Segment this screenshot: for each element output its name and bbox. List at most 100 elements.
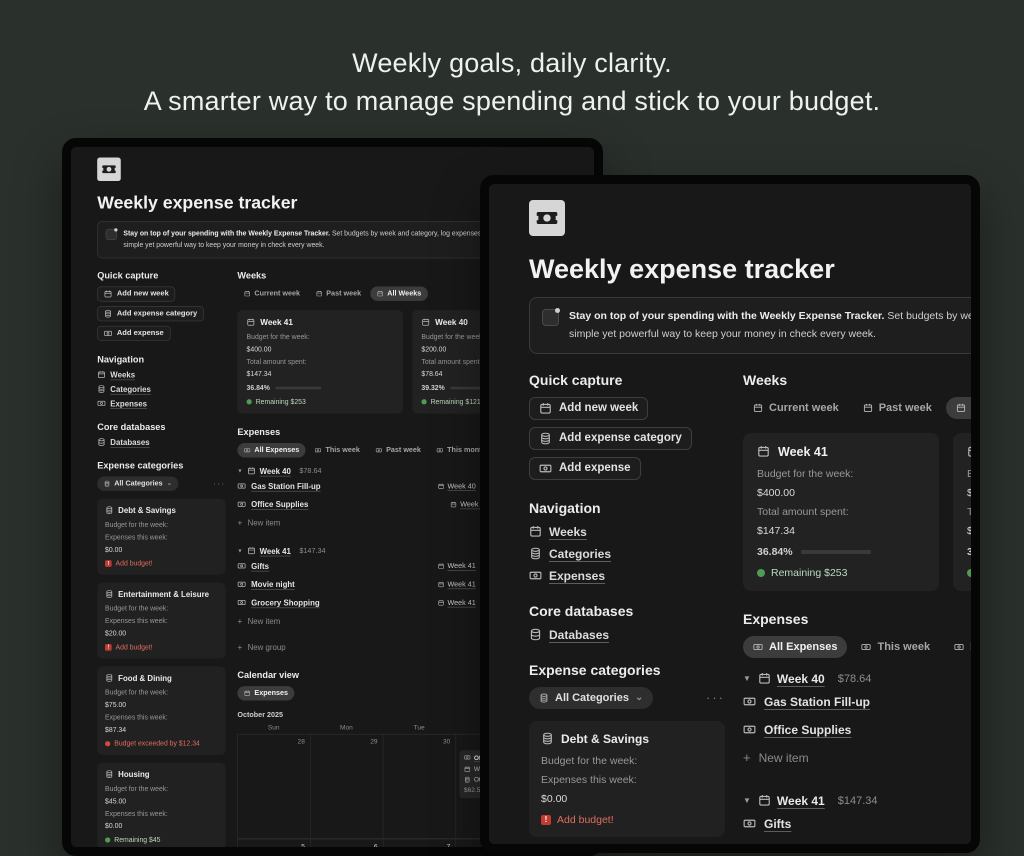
add-new-week-button[interactable]: Add new week xyxy=(97,286,176,302)
tab-current-week[interactable]: Current week xyxy=(237,286,306,300)
calendar-icon xyxy=(529,525,542,538)
expenses-value: $20.00 xyxy=(105,629,127,638)
database-icon xyxy=(529,628,542,641)
calendar-icon xyxy=(758,672,771,685)
week-relation-link[interactable]: Week 40 xyxy=(438,482,476,490)
week-relation-link[interactable]: Week 40 xyxy=(450,501,489,508)
more-menu-icon[interactable]: ··· xyxy=(706,690,725,706)
budget-label: Budget for the week: xyxy=(421,332,485,341)
expenses-value: $87.34 xyxy=(105,725,127,734)
week-relation-link[interactable]: Week 41 xyxy=(438,599,476,607)
coins-icon xyxy=(97,385,106,394)
expense-row-gifts[interactable]: Gifts Week 41 Miscellaneous xyxy=(743,810,971,838)
new-item-button[interactable]: + New item xyxy=(237,616,281,626)
calendar-icon xyxy=(97,371,106,380)
green-dot-icon xyxy=(246,399,252,405)
collapse-toggle-icon[interactable]: ▼ xyxy=(743,674,751,684)
add-expense-category-button[interactable]: Add expense category xyxy=(529,426,692,450)
expense-title: Gifts xyxy=(251,561,270,571)
collapse-toggle-icon[interactable]: ▼ xyxy=(743,796,751,806)
nav-link-databases[interactable]: Databases xyxy=(529,628,725,642)
coins-icon xyxy=(539,693,549,703)
spent-value: $147.34 xyxy=(757,524,795,537)
add-expense-category-button[interactable]: Add expense category xyxy=(97,306,204,322)
group-total: $147.34 xyxy=(837,794,878,807)
week-card-41[interactable]: Week 41 Budget for the week: $400.00 Tot… xyxy=(237,309,404,414)
group-total: $147.34 xyxy=(299,547,326,555)
nav-label: Weeks xyxy=(549,524,587,539)
calendar-icon xyxy=(421,318,430,327)
budget-label: Budget for the week: xyxy=(105,520,169,529)
new-item-button[interactable]: + New item xyxy=(237,517,281,528)
nav-label: Databases xyxy=(110,437,150,447)
expense-row-movie-night[interactable]: Movie night Week 41 Entertainment & Leis… xyxy=(743,838,971,844)
add-expense-button[interactable]: Add expense xyxy=(529,456,641,480)
week-relation-link[interactable]: Week 41 xyxy=(438,580,476,588)
week-card-40[interactable]: Week 40 Budget for the week: $200.00 Tot… xyxy=(953,432,980,591)
chevron-down-icon: ⌄ xyxy=(166,479,173,488)
group-week-link[interactable]: Week 41 xyxy=(758,794,825,808)
tab-this-month[interactable]: This month xyxy=(430,443,492,457)
nav-link-weeks[interactable]: Weeks xyxy=(529,525,725,539)
new-group-button[interactable]: + New group xyxy=(237,642,286,653)
group-week-link[interactable]: Week 40 xyxy=(758,672,825,686)
tab-calendar-expenses[interactable]: Expenses xyxy=(237,685,295,701)
category-card-entertainment[interactable]: Entertainment & Leisure Budget for the w… xyxy=(97,582,226,659)
tab-all-weeks[interactable]: All Weeks xyxy=(370,286,428,301)
category-card-debt-savings[interactable]: Debt & Savings Budget for the week: Expe… xyxy=(529,720,725,837)
coins-icon xyxy=(464,777,471,784)
budget-label: Budget for the week: xyxy=(967,467,980,480)
nav-link-categories[interactable]: Categories xyxy=(529,547,725,561)
nav-link-weeks[interactable]: Weeks xyxy=(97,370,225,379)
button-label: Add new week xyxy=(116,289,169,298)
nav-link-categories[interactable]: Categories xyxy=(97,385,225,394)
tab-past-week-expenses[interactable]: Past week xyxy=(369,443,427,457)
budget-label: Budget for the week: xyxy=(105,784,169,793)
add-expense-button[interactable]: Add expense xyxy=(97,325,171,341)
week-card-41[interactable]: Week 41 Budget for the week: $400.00 Tot… xyxy=(743,432,939,591)
new-item-button[interactable]: + New item xyxy=(743,750,809,766)
week-card-title: Week 40 xyxy=(435,317,468,327)
spent-value: $147.34 xyxy=(246,370,272,379)
category-card-debt-savings[interactable]: Debt & Savings Budget for the week: Expe… xyxy=(97,498,226,575)
tab-past-week[interactable]: Past week xyxy=(853,397,942,419)
nav-label: Databases xyxy=(549,627,610,642)
tab-all-expenses[interactable]: All Expenses xyxy=(743,635,848,658)
alert-icon: ! xyxy=(541,814,551,825)
tab-all-expenses[interactable]: All Expenses xyxy=(237,442,306,458)
tab-this-week[interactable]: This week xyxy=(308,443,366,457)
all-categories-filter[interactable]: All Categories ⌄ xyxy=(97,476,179,491)
calendar-icon xyxy=(758,794,771,807)
expense-row-office-supplies[interactable]: Office Supplies Week 40 Other xyxy=(743,716,971,744)
tab-past-week[interactable]: Past week xyxy=(309,286,367,300)
budget-label: Budget for the week: xyxy=(105,688,169,697)
group-week-link[interactable]: Week 41 xyxy=(247,546,291,556)
collapse-toggle-icon[interactable]: ▼ xyxy=(237,548,243,554)
tab-all-weeks[interactable]: All Weeks xyxy=(945,396,971,419)
collapse-toggle-icon[interactable]: ▼ xyxy=(237,468,243,475)
nav-link-expenses[interactable]: Expenses xyxy=(97,399,225,408)
tab-past-week-expenses[interactable]: Past week xyxy=(944,636,971,658)
status-badge: Remaining $253 xyxy=(246,398,394,406)
nav-link-expenses[interactable]: Expenses xyxy=(529,569,725,583)
banknote-icon xyxy=(244,447,251,454)
all-categories-filter[interactable]: All Categories ⌄ xyxy=(529,686,654,709)
expense-categories-heading: Expense categories xyxy=(97,459,184,471)
category-card-entertainment[interactable]: Entertainment & Leisure Budget for the w… xyxy=(529,849,725,853)
category-card-housing[interactable]: Housing Budget for the week: $45.00 Expe… xyxy=(97,762,226,847)
callout-icon xyxy=(542,308,560,326)
status-badge: Remaining $45 xyxy=(105,836,218,844)
add-new-week-button[interactable]: Add new week xyxy=(529,396,649,420)
percent-value: 39.32% xyxy=(421,383,445,392)
category-card-food-dining[interactable]: Food & Dining Budget for the week: $75.0… xyxy=(97,666,226,755)
expense-row-gas-station[interactable]: Gas Station Fill-up Week 40 Transportati… xyxy=(743,688,971,716)
tab-current-week[interactable]: Current week xyxy=(743,397,849,419)
calendar-cell: 6 xyxy=(311,839,384,847)
nav-link-databases[interactable]: Databases xyxy=(97,438,225,447)
group-week-link[interactable]: Week 40 xyxy=(247,466,291,476)
tab-this-week[interactable]: This week xyxy=(851,636,940,658)
more-menu-icon[interactable]: ··· xyxy=(213,478,226,489)
banknote-icon xyxy=(376,447,383,454)
budget-value: $200.00 xyxy=(967,486,979,499)
week-relation-link[interactable]: Week 41 xyxy=(438,562,476,570)
